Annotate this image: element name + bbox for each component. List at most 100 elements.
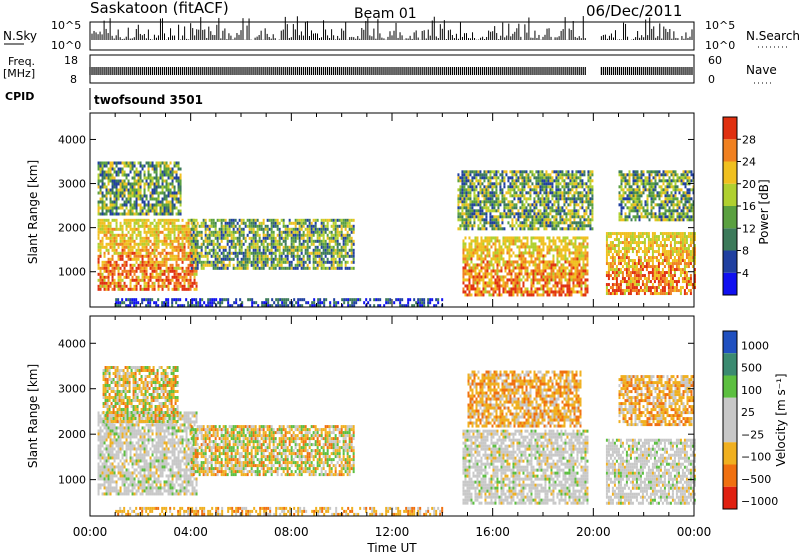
echo-cell: [99, 185, 102, 189]
echo-cell: [496, 251, 499, 255]
echo-cell: [523, 179, 526, 183]
echo-cell: [553, 194, 556, 198]
echo-cell: [137, 176, 140, 180]
echo-cell: [125, 188, 128, 192]
echo-cell: [511, 200, 514, 204]
echo-cell: [570, 239, 573, 243]
echo-cell: [103, 263, 106, 267]
echo-cell: [555, 191, 558, 195]
echo-cell: [155, 221, 158, 225]
echo-cell: [562, 269, 565, 273]
echo-cell: [463, 194, 466, 198]
echo-cell: [274, 221, 277, 225]
echo-cell: [113, 194, 116, 198]
echo-cell: [246, 251, 249, 255]
echo-cell: [242, 254, 245, 258]
echo-cell: [173, 287, 176, 291]
echo-cell: [268, 266, 271, 270]
echo-cell: [572, 272, 575, 276]
echo-cell: [258, 251, 261, 255]
echo-cell: [200, 245, 203, 249]
echo-cell: [101, 191, 104, 195]
echo-cell: [252, 233, 255, 237]
echo-cell: [254, 257, 257, 261]
echo-cell: [512, 281, 515, 285]
echo-cell: [558, 251, 561, 255]
echo-cell: [181, 251, 184, 255]
echo-cell: [306, 236, 309, 240]
echo-cell: [528, 248, 531, 252]
echo-cell: [551, 197, 554, 201]
echo-cell: [352, 230, 355, 234]
echo-cell: [505, 173, 508, 177]
echo-cell: [99, 269, 102, 273]
nsearch-tick-bottom: 10^0: [705, 39, 735, 52]
echo-cell: [147, 275, 150, 279]
echo-cell: [183, 224, 186, 228]
echo-cell: [131, 248, 134, 252]
echo-cell: [151, 194, 154, 198]
echo-cell: [535, 212, 538, 216]
echo-cell: [304, 233, 307, 237]
echo-cell: [482, 251, 485, 255]
echo-cell: [526, 293, 529, 297]
echo-cell: [553, 215, 556, 219]
echo-cell: [119, 281, 122, 285]
echo-cell: [464, 290, 467, 294]
echo-cell: [228, 224, 231, 228]
echo-cell: [546, 284, 549, 288]
echo-cell: [502, 257, 505, 261]
echo-cell: [141, 278, 144, 282]
echo-cell: [557, 194, 560, 198]
echo-cell: [109, 257, 112, 261]
echo-cell: [232, 242, 235, 246]
echo-cell: [493, 218, 496, 222]
echo-cell: [103, 164, 106, 168]
echo-cell: [461, 194, 464, 198]
echo-cell: [226, 266, 229, 270]
echo-cell: [547, 176, 550, 180]
echo-cell: [474, 272, 477, 276]
echo-cell: [457, 194, 460, 198]
echo-cell: [169, 236, 172, 240]
echo-cell: [111, 173, 114, 177]
echo-cell: [535, 227, 538, 231]
echo-cell: [546, 293, 549, 297]
echo-cell: [97, 167, 100, 171]
echo-cell: [121, 248, 124, 252]
echo-cell: [109, 230, 112, 234]
echo-cell: [147, 284, 150, 288]
echo-cell: [103, 173, 106, 177]
echo-cell: [157, 278, 160, 282]
echo-cell: [119, 242, 122, 246]
echo-cell: [498, 245, 501, 249]
echo-cell: [472, 263, 475, 267]
echo-cell: [560, 293, 563, 297]
echo-cell: [352, 218, 355, 222]
echo-cell: [336, 224, 339, 228]
echo-cell: [191, 272, 194, 276]
echo-cell: [250, 230, 253, 234]
echo-cell: [119, 161, 122, 165]
echo-cell: [194, 245, 197, 249]
echo-cell: [262, 251, 265, 255]
echo-cell: [121, 236, 124, 240]
echo-cell: [344, 266, 347, 270]
echo-cell: [139, 230, 142, 234]
echo-cell: [304, 251, 307, 255]
echo-cell: [584, 245, 587, 249]
echo-cell: [238, 245, 241, 249]
echo-cell: [330, 233, 333, 237]
echo-cell: [296, 248, 299, 252]
echo-cell: [222, 230, 225, 234]
echo-cell: [495, 224, 498, 228]
echo-cell: [562, 263, 565, 267]
echo-cell: [220, 218, 223, 222]
echo-cell: [113, 278, 116, 282]
echo-cell: [155, 209, 158, 213]
echo-cell: [540, 278, 543, 282]
echo-cell: [232, 233, 235, 237]
echo-cell: [539, 200, 542, 204]
echo-cell: [569, 227, 572, 231]
echo-cell: [525, 209, 528, 213]
